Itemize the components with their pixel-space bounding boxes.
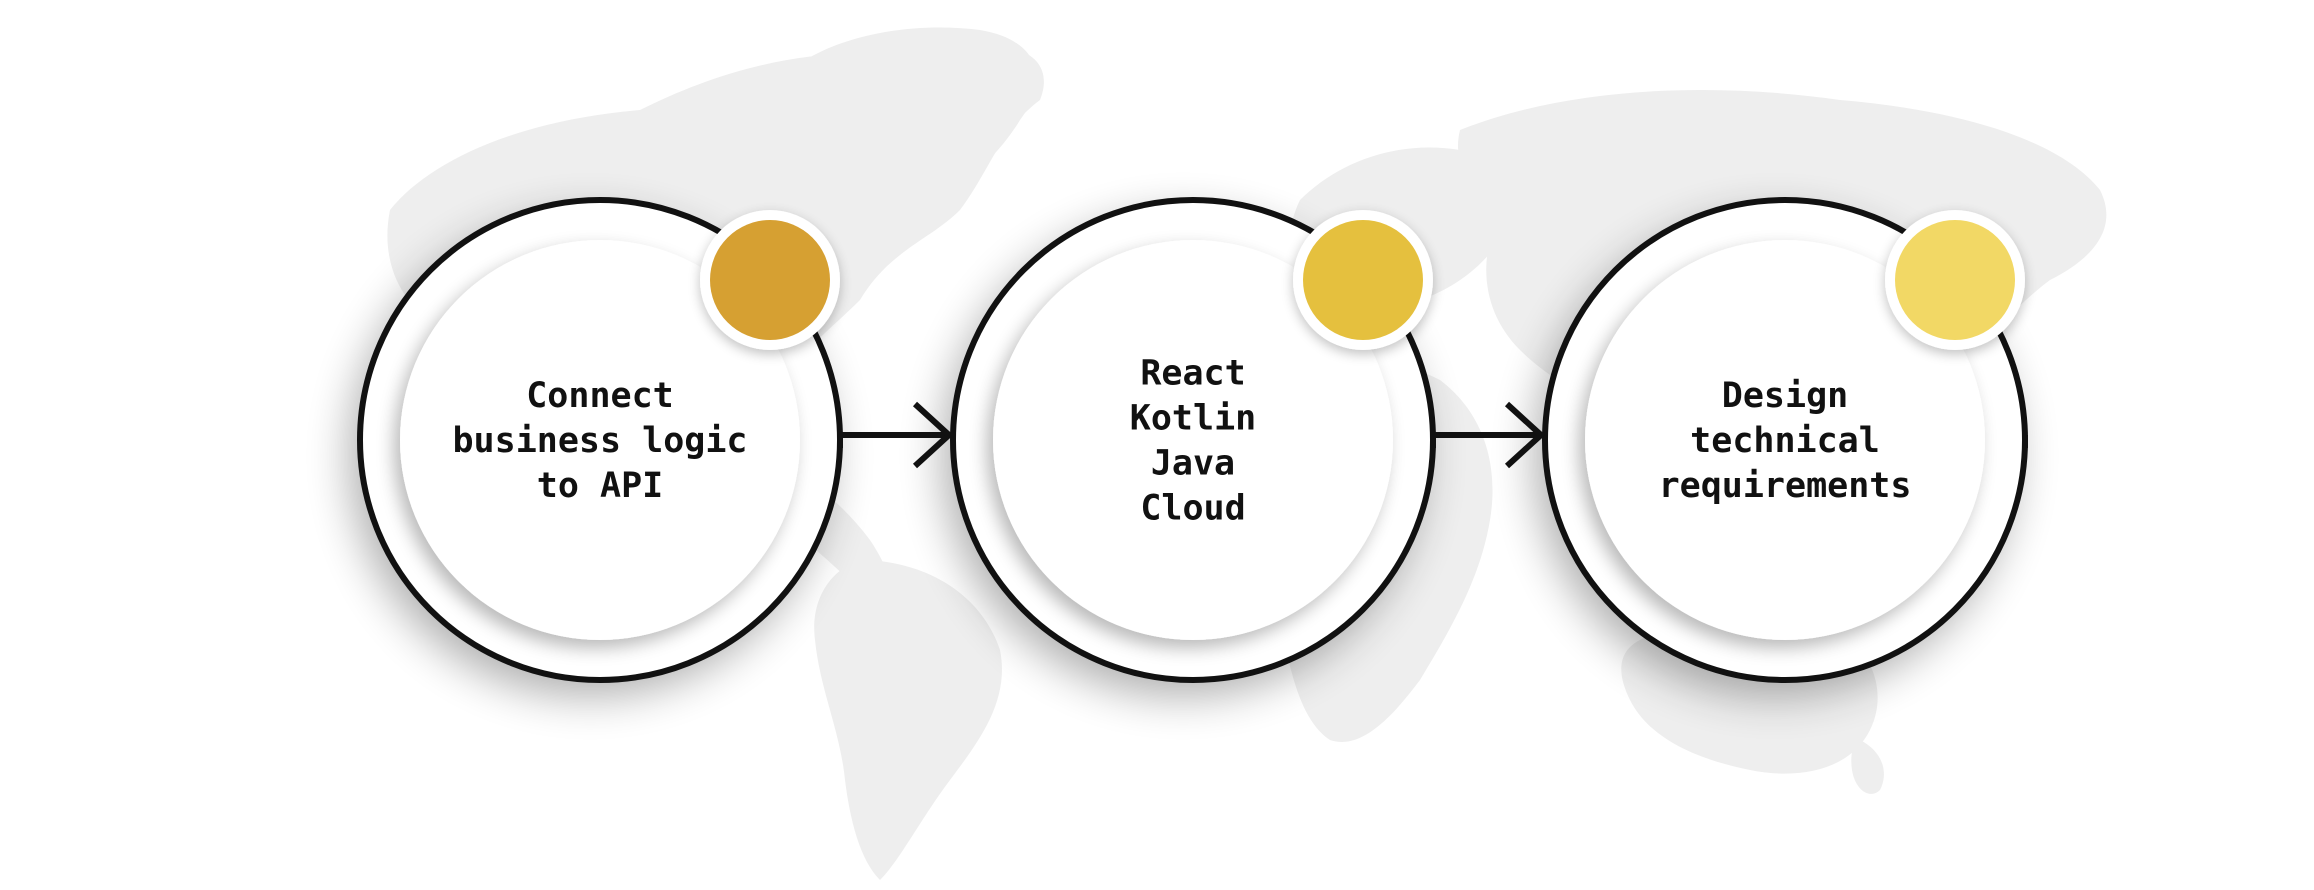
step-label-line: to API xyxy=(537,466,663,506)
map-new-zealand xyxy=(1851,740,1884,794)
step-accent-dot xyxy=(1303,220,1423,340)
step-label-line: Design xyxy=(1722,376,1848,416)
step-label-line: technical xyxy=(1690,421,1880,461)
step-accent-dot xyxy=(1895,220,2015,340)
process-step: Design technical requirements xyxy=(1545,200,2025,680)
step-label-line: React xyxy=(1140,354,1245,394)
process-step: React Kotlin Java Cloud xyxy=(953,200,1433,680)
step-label-line: Java xyxy=(1151,444,1235,484)
step-label-line: requirements xyxy=(1659,466,1912,506)
step-label-line: Cloud xyxy=(1140,489,1245,529)
map-south-america xyxy=(814,560,1002,880)
steps-layer: Connect business logic to API React Kotlin Ja… xyxy=(360,200,2025,680)
step-accent-dot xyxy=(710,220,830,340)
step-label-line: Kotlin xyxy=(1130,399,1256,439)
process-step: Connect business logic to API xyxy=(360,200,840,680)
step-label-line: business logic xyxy=(452,421,747,461)
step-label-line: Connect xyxy=(526,376,674,416)
